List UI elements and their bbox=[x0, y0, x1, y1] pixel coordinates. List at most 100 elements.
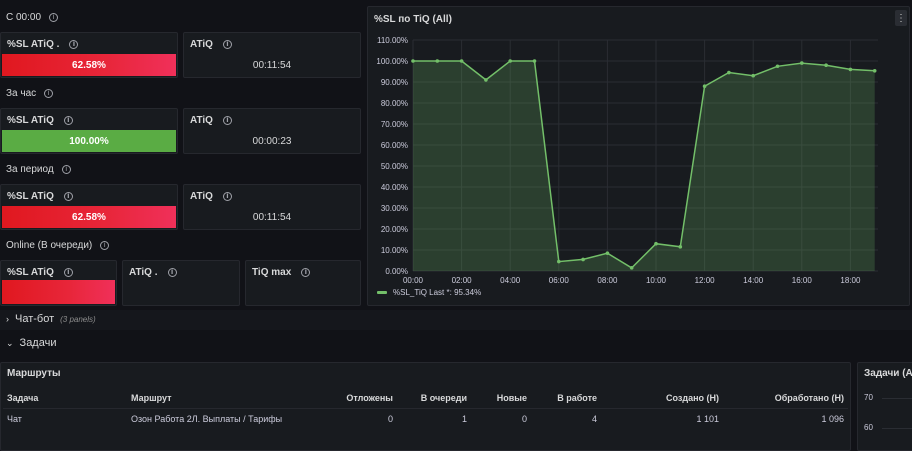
data-point[interactable] bbox=[848, 67, 853, 72]
data-point[interactable] bbox=[508, 59, 512, 63]
x-tick-label: 18:00 bbox=[840, 276, 861, 285]
column-header[interactable]: Новые bbox=[496, 392, 527, 403]
legend-swatch bbox=[377, 291, 387, 294]
data-point[interactable] bbox=[532, 59, 537, 63]
data-point[interactable] bbox=[605, 251, 610, 255]
sl-atiq-panel-hour[interactable]: %SL ATiQ i 100.00% bbox=[0, 108, 178, 154]
panel-title: %SL ATiQ . bbox=[7, 39, 60, 50]
cell-new: 0 bbox=[471, 407, 531, 430]
data-point[interactable] bbox=[775, 64, 780, 69]
x-tick-label: 02:00 bbox=[452, 276, 473, 285]
panel-title: %SL ATiQ bbox=[7, 191, 54, 202]
y-tick-label: 30.00% bbox=[381, 204, 408, 213]
chart-legend[interactable]: %SL_TiQ Last *: 95.34% bbox=[377, 288, 481, 297]
info-icon[interactable]: i bbox=[100, 241, 110, 250]
table-row[interactable]: Чат Озон Работа 2Л. Выплаты / Тарифы 0 1… bbox=[3, 407, 848, 430]
column-header[interactable]: Маршрут bbox=[131, 392, 172, 403]
chevron-right-icon: › bbox=[6, 314, 9, 324]
data-point[interactable] bbox=[629, 266, 634, 270]
data-point[interactable] bbox=[872, 68, 877, 73]
atiq-panel-online[interactable]: ATiQ . i bbox=[122, 260, 240, 306]
info-icon[interactable]: i bbox=[301, 268, 311, 277]
column-header[interactable]: В работе bbox=[557, 392, 597, 403]
sl-atiq-panel-today[interactable]: %SL ATiQ . i 62.58% bbox=[0, 32, 178, 78]
y-tick-label: 70.00% bbox=[381, 120, 408, 129]
cell-queued: 1 bbox=[397, 407, 471, 430]
sl-tiq-chart-panel[interactable]: %SL по TiQ (All) ⋮ 0.00% 10.00% 20.00% 30.0… bbox=[367, 6, 910, 306]
sl-gauge-bar: 62.58% bbox=[2, 54, 176, 76]
sl-value: 62.58% bbox=[72, 211, 106, 223]
cell-task: Чат bbox=[3, 407, 127, 430]
panel-title: ATiQ bbox=[190, 39, 213, 50]
series-line bbox=[413, 60, 875, 269]
column-header[interactable]: Отложены bbox=[346, 392, 393, 403]
cell-in-work: 4 bbox=[531, 407, 601, 430]
atiq-panel-today[interactable]: ATiQ i 00:11:54 bbox=[183, 32, 361, 78]
row-label-text: Online (В очереди) bbox=[6, 240, 93, 251]
data-point[interactable] bbox=[824, 63, 828, 67]
cell-created: 1 101 bbox=[601, 407, 723, 430]
data-point[interactable] bbox=[678, 245, 683, 249]
data-point[interactable] bbox=[727, 70, 731, 75]
sl-atiq-panel-online[interactable]: %SL ATiQ i bbox=[0, 260, 117, 306]
data-point[interactable] bbox=[435, 59, 440, 63]
kebab-menu-icon[interactable]: ⋮ bbox=[895, 10, 907, 26]
info-icon[interactable]: i bbox=[69, 40, 79, 49]
section-chatbot-bg bbox=[0, 310, 912, 330]
atiq-value: 00:11:54 bbox=[252, 212, 292, 223]
data-point[interactable] bbox=[411, 59, 415, 63]
info-icon[interactable]: i bbox=[222, 192, 232, 201]
column-header[interactable]: Создано (Н) bbox=[666, 392, 719, 403]
zadachi-all-panel[interactable]: Задачи (All 70 60 bbox=[857, 362, 912, 451]
column-header[interactable]: В очереди bbox=[420, 392, 467, 403]
routes-table-panel[interactable]: Маршруты Задача Маршрут Отложены В очере… bbox=[0, 362, 851, 451]
data-point[interactable] bbox=[800, 61, 804, 65]
info-icon[interactable]: i bbox=[49, 13, 59, 22]
row-label-text: За час bbox=[6, 88, 37, 99]
y-tick-label: 100.00% bbox=[376, 57, 408, 66]
x-tick-label: 14:00 bbox=[743, 276, 764, 285]
panel-title: ATiQ . bbox=[129, 267, 158, 278]
info-icon[interactable]: i bbox=[61, 165, 71, 174]
y-tick-label: 20.00% bbox=[381, 225, 408, 234]
y-tick-label: 70 bbox=[864, 393, 873, 402]
sl-value: 62.58% bbox=[72, 59, 106, 71]
series-area bbox=[413, 61, 875, 271]
info-icon[interactable]: i bbox=[44, 89, 54, 98]
x-tick-label: 00:00 bbox=[403, 276, 424, 285]
data-point[interactable] bbox=[581, 257, 585, 262]
info-icon[interactable]: i bbox=[167, 268, 177, 277]
sl-gauge-bar bbox=[2, 280, 115, 304]
column-header[interactable]: Обработано (Н) bbox=[774, 392, 844, 403]
atiq-value: 00:11:54 bbox=[252, 60, 292, 71]
data-point[interactable] bbox=[751, 73, 755, 78]
info-icon[interactable]: i bbox=[63, 192, 73, 201]
data-point[interactable] bbox=[459, 59, 464, 63]
data-point[interactable] bbox=[654, 241, 658, 246]
section-subtitle: (3 panels) bbox=[60, 314, 96, 324]
info-icon[interactable]: i bbox=[222, 40, 232, 49]
atiq-panel-period[interactable]: ATiQ i 00:11:54 bbox=[183, 184, 361, 230]
column-header[interactable]: Задача bbox=[7, 392, 39, 403]
y-tick-label: 10.00% bbox=[381, 246, 408, 255]
panel-title: %SL ATiQ bbox=[7, 267, 54, 278]
data-point[interactable] bbox=[484, 78, 488, 82]
row-label-c0000: С 00:00 i bbox=[6, 12, 59, 23]
grid-line bbox=[882, 398, 912, 399]
panel-title: TiQ max bbox=[252, 267, 292, 278]
y-tick-label: 0.00% bbox=[385, 267, 408, 276]
x-tick-label: 16:00 bbox=[792, 276, 813, 285]
section-chatbot[interactable]: › Чат-бот (3 panels) bbox=[6, 313, 96, 325]
data-point[interactable] bbox=[702, 84, 707, 88]
section-zadachi[interactable]: ⌄ Задачи bbox=[6, 337, 56, 349]
info-icon[interactable]: i bbox=[63, 268, 73, 277]
panel-title: ATiQ bbox=[190, 191, 213, 202]
sl-atiq-panel-period[interactable]: %SL ATiQ i 62.58% bbox=[0, 184, 178, 230]
atiq-panel-hour[interactable]: ATiQ i 00:00:23 bbox=[183, 108, 361, 154]
tiq-max-panel-online[interactable]: TiQ max i bbox=[245, 260, 361, 306]
info-icon[interactable]: i bbox=[222, 116, 232, 125]
table-header-row: Задача Маршрут Отложены В очереди Новые … bbox=[3, 388, 848, 408]
info-icon[interactable]: i bbox=[63, 116, 73, 125]
x-tick-label: 12:00 bbox=[695, 276, 716, 285]
data-point[interactable] bbox=[557, 259, 561, 264]
